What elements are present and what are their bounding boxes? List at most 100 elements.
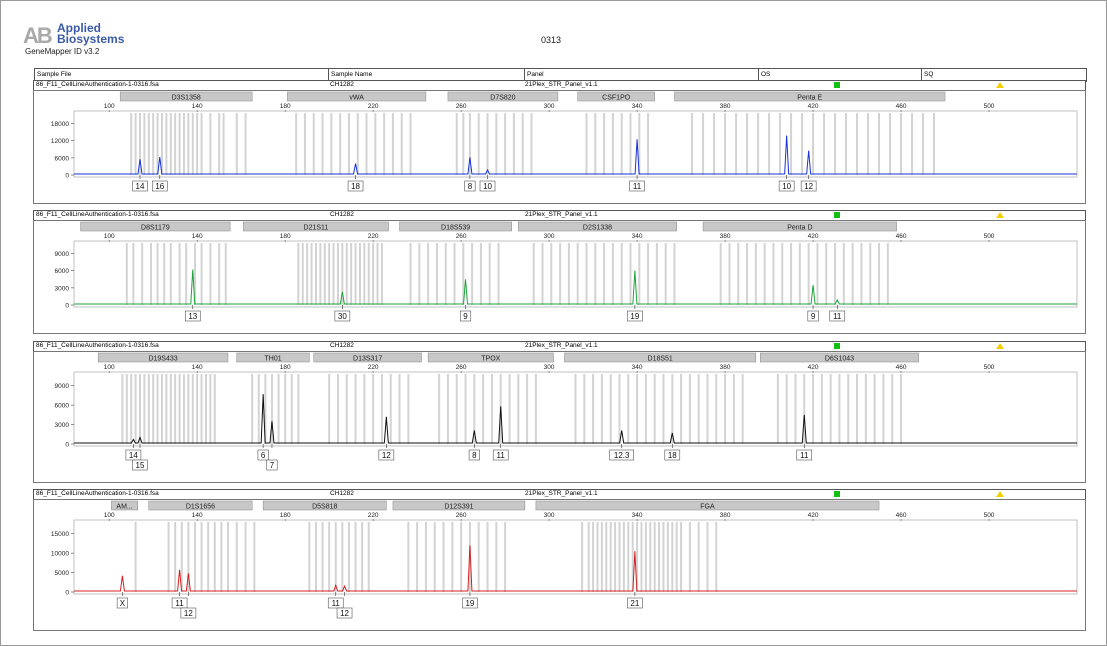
allele-bin	[605, 522, 608, 592]
locus-label: D2S1338	[583, 225, 612, 232]
allele-bin	[900, 113, 903, 175]
y-tick-label: 9000	[55, 251, 70, 258]
allele-bin	[653, 522, 656, 592]
allele-bin	[477, 113, 480, 175]
allele-bin	[860, 243, 863, 305]
panel-panel-name: 21Plex_STR_Panel_v1.1	[525, 211, 598, 218]
locus-marker	[262, 500, 387, 511]
y-tick-label: 15000	[51, 531, 69, 538]
allele-bin	[640, 522, 643, 592]
locus-marker	[674, 91, 946, 102]
allele-bin	[922, 113, 925, 175]
allele-bin	[134, 374, 137, 444]
allele-bin	[354, 522, 357, 592]
allele-call-label: 11	[633, 182, 642, 191]
os-status-icon	[834, 212, 840, 218]
allele-bin	[187, 374, 190, 444]
electropherogram-svg: D8S1179 D21S11 D18S539 D2S1338 Penta D 100 140…	[55, 221, 1078, 322]
allele-bin	[847, 374, 850, 444]
allele-bin	[314, 243, 317, 305]
allele-call-box	[334, 310, 351, 322]
allele-bin	[603, 243, 606, 305]
allele-bin	[350, 243, 353, 305]
allele-bin	[328, 374, 331, 444]
allele-bin	[409, 243, 412, 305]
locus-marker	[392, 500, 526, 511]
allele-bin	[264, 374, 267, 444]
allele-bin	[550, 243, 553, 305]
allele-bin	[418, 243, 421, 305]
allele-call-box	[778, 180, 795, 192]
allele-call-label: 14	[136, 182, 145, 191]
y-tick-label: 0	[65, 442, 69, 449]
x-tick-label: 180	[280, 512, 291, 519]
allele-bin	[636, 522, 639, 592]
x-tick-label: 460	[896, 233, 907, 240]
allele-call-label: 12	[184, 609, 193, 618]
allele-bin	[581, 522, 584, 592]
allele-bin	[224, 243, 227, 305]
allele-bin	[290, 374, 293, 444]
allele-bin	[517, 374, 520, 444]
allele-call-label: 11	[175, 599, 184, 608]
allele-call-label: 12.3	[614, 451, 630, 460]
os-status-icon	[834, 82, 840, 88]
x-tick-label: 500	[984, 103, 995, 110]
allele-bin	[277, 374, 280, 444]
allele-bin	[453, 243, 456, 305]
allele-call-label: 16	[155, 182, 164, 191]
x-tick-label: 100	[104, 233, 115, 240]
allele-bin	[627, 374, 630, 444]
allele-bin	[781, 243, 784, 305]
allele-call-box	[627, 310, 643, 322]
allele-bin	[270, 374, 273, 444]
y-tick-label: 18000	[51, 121, 69, 128]
allele-bin	[794, 374, 797, 444]
allele-bin	[688, 374, 691, 444]
locus-label: D1S1656	[186, 504, 215, 511]
allele-bin	[446, 374, 449, 444]
plot-frame	[73, 110, 1078, 178]
allele-bin	[609, 522, 612, 592]
allele-bin	[372, 243, 375, 305]
allele-bin	[218, 243, 221, 305]
allele-bin	[213, 374, 216, 444]
locus-label: D8S1179	[141, 225, 170, 232]
allele-bin	[328, 243, 331, 305]
y-tick-label: 5000	[55, 570, 70, 577]
allele-bin	[138, 113, 141, 175]
x-tick-label: 380	[720, 233, 731, 240]
allele-bin	[380, 243, 383, 305]
allele-bin	[647, 113, 650, 175]
allele-bin	[310, 243, 313, 305]
allele-bin	[380, 374, 383, 444]
allele-bin	[713, 113, 716, 175]
allele-call-label: 11	[332, 599, 341, 608]
allele-bin	[864, 374, 867, 444]
allele-bin	[776, 374, 779, 444]
allele-call-label: 21	[630, 599, 639, 608]
x-tick-label: 260	[456, 103, 467, 110]
allele-bin	[611, 113, 614, 175]
allele-bin	[576, 243, 579, 305]
x-tick-label: 260	[456, 364, 467, 371]
allele-bin	[691, 113, 694, 175]
allele-call-label: 11	[497, 451, 506, 460]
allele-bin	[372, 374, 375, 444]
col-sample-name: Sample Name	[331, 71, 373, 78]
locus-marker	[97, 352, 229, 363]
allele-bin	[834, 243, 837, 305]
x-tick-label: 300	[544, 103, 555, 110]
allele-bin	[187, 113, 190, 175]
allele-bin	[336, 374, 339, 444]
allele-bin	[121, 374, 124, 444]
locus-label: CSF1PO	[602, 95, 631, 102]
allele-bin	[444, 243, 447, 305]
allele-bin	[609, 374, 612, 444]
allele-bin	[187, 522, 190, 592]
y-tick-label: 10000	[51, 551, 69, 558]
allele-bin	[471, 243, 474, 305]
allele-call-box	[132, 180, 148, 192]
allele-bin	[193, 522, 196, 592]
allele-call-label: 12	[340, 609, 349, 618]
